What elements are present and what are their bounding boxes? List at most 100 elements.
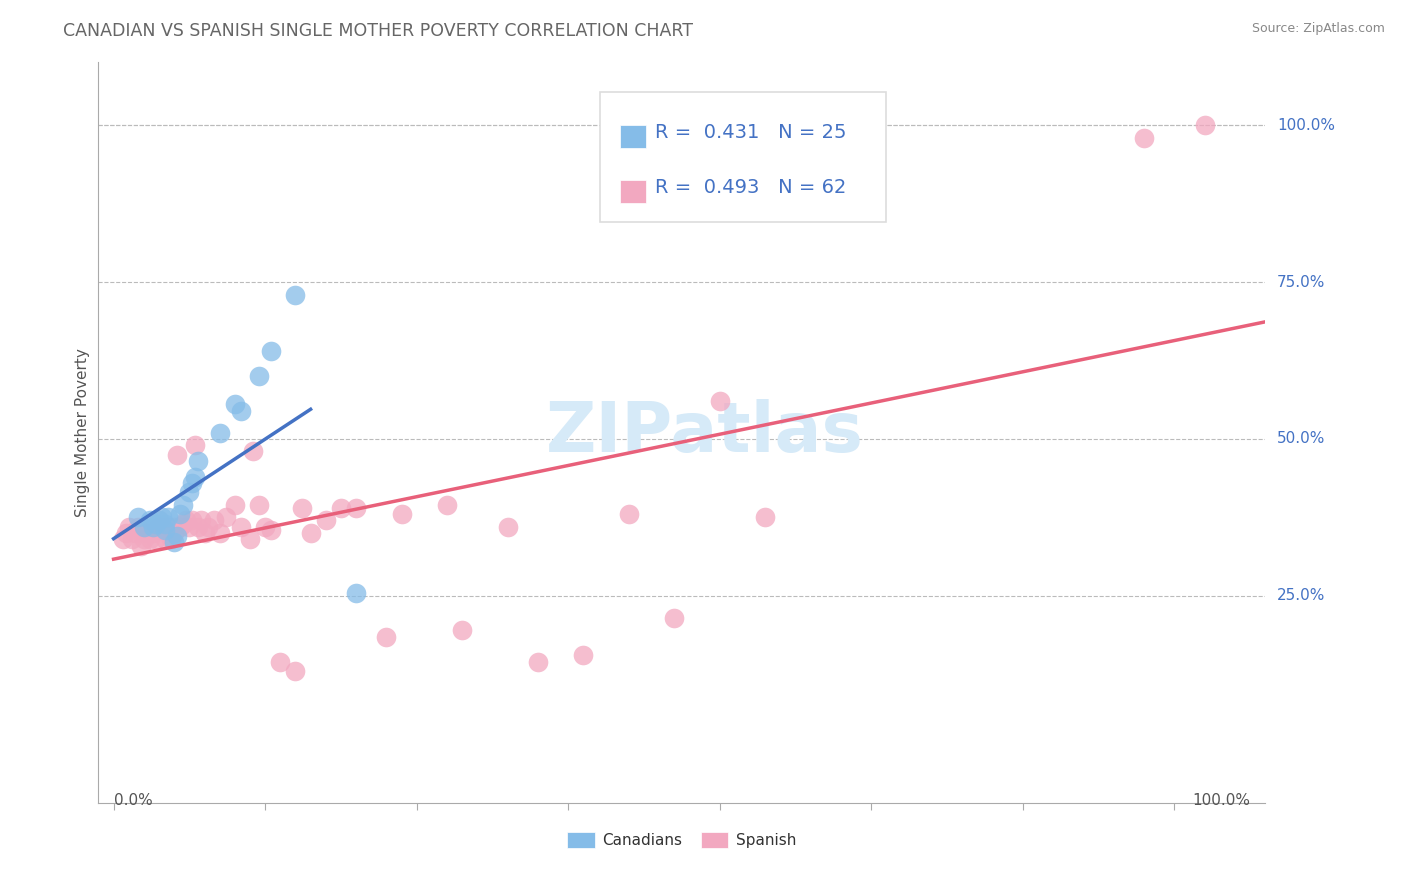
Point bbox=[260, 523, 283, 537]
Text: 100.0%: 100.0% bbox=[1192, 793, 1250, 808]
Point bbox=[169, 507, 191, 521]
Point bbox=[254, 520, 277, 534]
Point bbox=[242, 444, 264, 458]
Point bbox=[299, 526, 322, 541]
Point bbox=[118, 520, 141, 534]
FancyBboxPatch shape bbox=[620, 126, 645, 148]
Text: R =  0.431   N = 25: R = 0.431 N = 25 bbox=[655, 123, 846, 142]
Point bbox=[344, 500, 367, 515]
Point bbox=[163, 520, 186, 534]
Point bbox=[290, 500, 312, 515]
Point bbox=[184, 469, 207, 483]
Point bbox=[181, 475, 204, 490]
Point bbox=[157, 510, 180, 524]
Point bbox=[148, 513, 170, 527]
Text: Source: ZipAtlas.com: Source: ZipAtlas.com bbox=[1251, 22, 1385, 36]
Text: 100.0%: 100.0% bbox=[1277, 118, 1336, 133]
Point bbox=[163, 526, 186, 541]
Point bbox=[247, 498, 270, 512]
Point bbox=[153, 523, 176, 537]
Point bbox=[375, 630, 398, 644]
Point bbox=[163, 535, 186, 549]
Point bbox=[129, 539, 152, 553]
Text: 0.0%: 0.0% bbox=[114, 793, 152, 808]
Point bbox=[139, 513, 162, 527]
Point bbox=[145, 523, 167, 537]
Point bbox=[391, 507, 413, 521]
Point bbox=[436, 498, 458, 512]
Point bbox=[142, 526, 165, 541]
Point bbox=[153, 516, 176, 531]
Point bbox=[224, 498, 246, 512]
Point bbox=[1133, 130, 1156, 145]
Point bbox=[496, 520, 519, 534]
Point bbox=[315, 513, 337, 527]
Point bbox=[139, 533, 162, 547]
Point bbox=[617, 507, 640, 521]
Point bbox=[148, 513, 170, 527]
Point bbox=[179, 520, 201, 534]
Text: ZIPatlas: ZIPatlas bbox=[547, 399, 865, 467]
Text: R =  0.493   N = 62: R = 0.493 N = 62 bbox=[655, 178, 846, 197]
Point bbox=[124, 526, 146, 541]
Point bbox=[157, 520, 180, 534]
Point bbox=[664, 611, 686, 625]
Point bbox=[709, 394, 731, 409]
Point bbox=[229, 520, 252, 534]
Point bbox=[114, 526, 136, 541]
Point bbox=[176, 513, 198, 527]
Text: 50.0%: 50.0% bbox=[1277, 432, 1326, 446]
FancyBboxPatch shape bbox=[620, 180, 645, 203]
Point bbox=[150, 510, 173, 524]
Point bbox=[184, 438, 207, 452]
Point bbox=[329, 500, 352, 515]
Point bbox=[193, 526, 215, 541]
Point bbox=[127, 510, 149, 524]
Point bbox=[121, 533, 143, 547]
Point bbox=[169, 520, 191, 534]
Point bbox=[215, 510, 238, 524]
Text: 75.0%: 75.0% bbox=[1277, 275, 1326, 290]
Point bbox=[260, 344, 283, 359]
Text: CANADIAN VS SPANISH SINGLE MOTHER POVERTY CORRELATION CHART: CANADIAN VS SPANISH SINGLE MOTHER POVERT… bbox=[63, 22, 693, 40]
Point bbox=[197, 520, 219, 534]
Point bbox=[187, 454, 209, 468]
Point bbox=[572, 648, 595, 663]
Point bbox=[150, 523, 173, 537]
Point bbox=[284, 287, 307, 301]
Point bbox=[172, 498, 194, 512]
Point bbox=[166, 448, 188, 462]
Point bbox=[142, 520, 165, 534]
Point bbox=[145, 516, 167, 531]
Point bbox=[527, 655, 550, 669]
Y-axis label: Single Mother Poverty: Single Mother Poverty bbox=[75, 348, 90, 517]
Point bbox=[269, 655, 291, 669]
Point bbox=[239, 533, 262, 547]
Point bbox=[127, 520, 149, 534]
Point bbox=[132, 520, 155, 534]
Point bbox=[145, 533, 167, 547]
Point bbox=[224, 397, 246, 411]
Point bbox=[187, 520, 209, 534]
Text: 25.0%: 25.0% bbox=[1277, 588, 1326, 603]
FancyBboxPatch shape bbox=[600, 92, 886, 221]
Point bbox=[284, 664, 307, 678]
Point bbox=[148, 520, 170, 534]
Point bbox=[451, 624, 474, 638]
Point bbox=[1194, 118, 1216, 132]
Point bbox=[247, 369, 270, 384]
Point bbox=[344, 585, 367, 599]
Point bbox=[166, 529, 188, 543]
Point bbox=[754, 510, 776, 524]
Point bbox=[179, 485, 201, 500]
Point bbox=[202, 513, 225, 527]
Point bbox=[208, 425, 231, 440]
Point bbox=[153, 533, 176, 547]
Point bbox=[160, 533, 183, 547]
Point bbox=[190, 513, 212, 527]
Legend: Canadians, Spanish: Canadians, Spanish bbox=[561, 826, 803, 855]
Point bbox=[208, 526, 231, 541]
Point bbox=[111, 533, 134, 547]
Point bbox=[135, 526, 157, 541]
Point bbox=[229, 403, 252, 417]
